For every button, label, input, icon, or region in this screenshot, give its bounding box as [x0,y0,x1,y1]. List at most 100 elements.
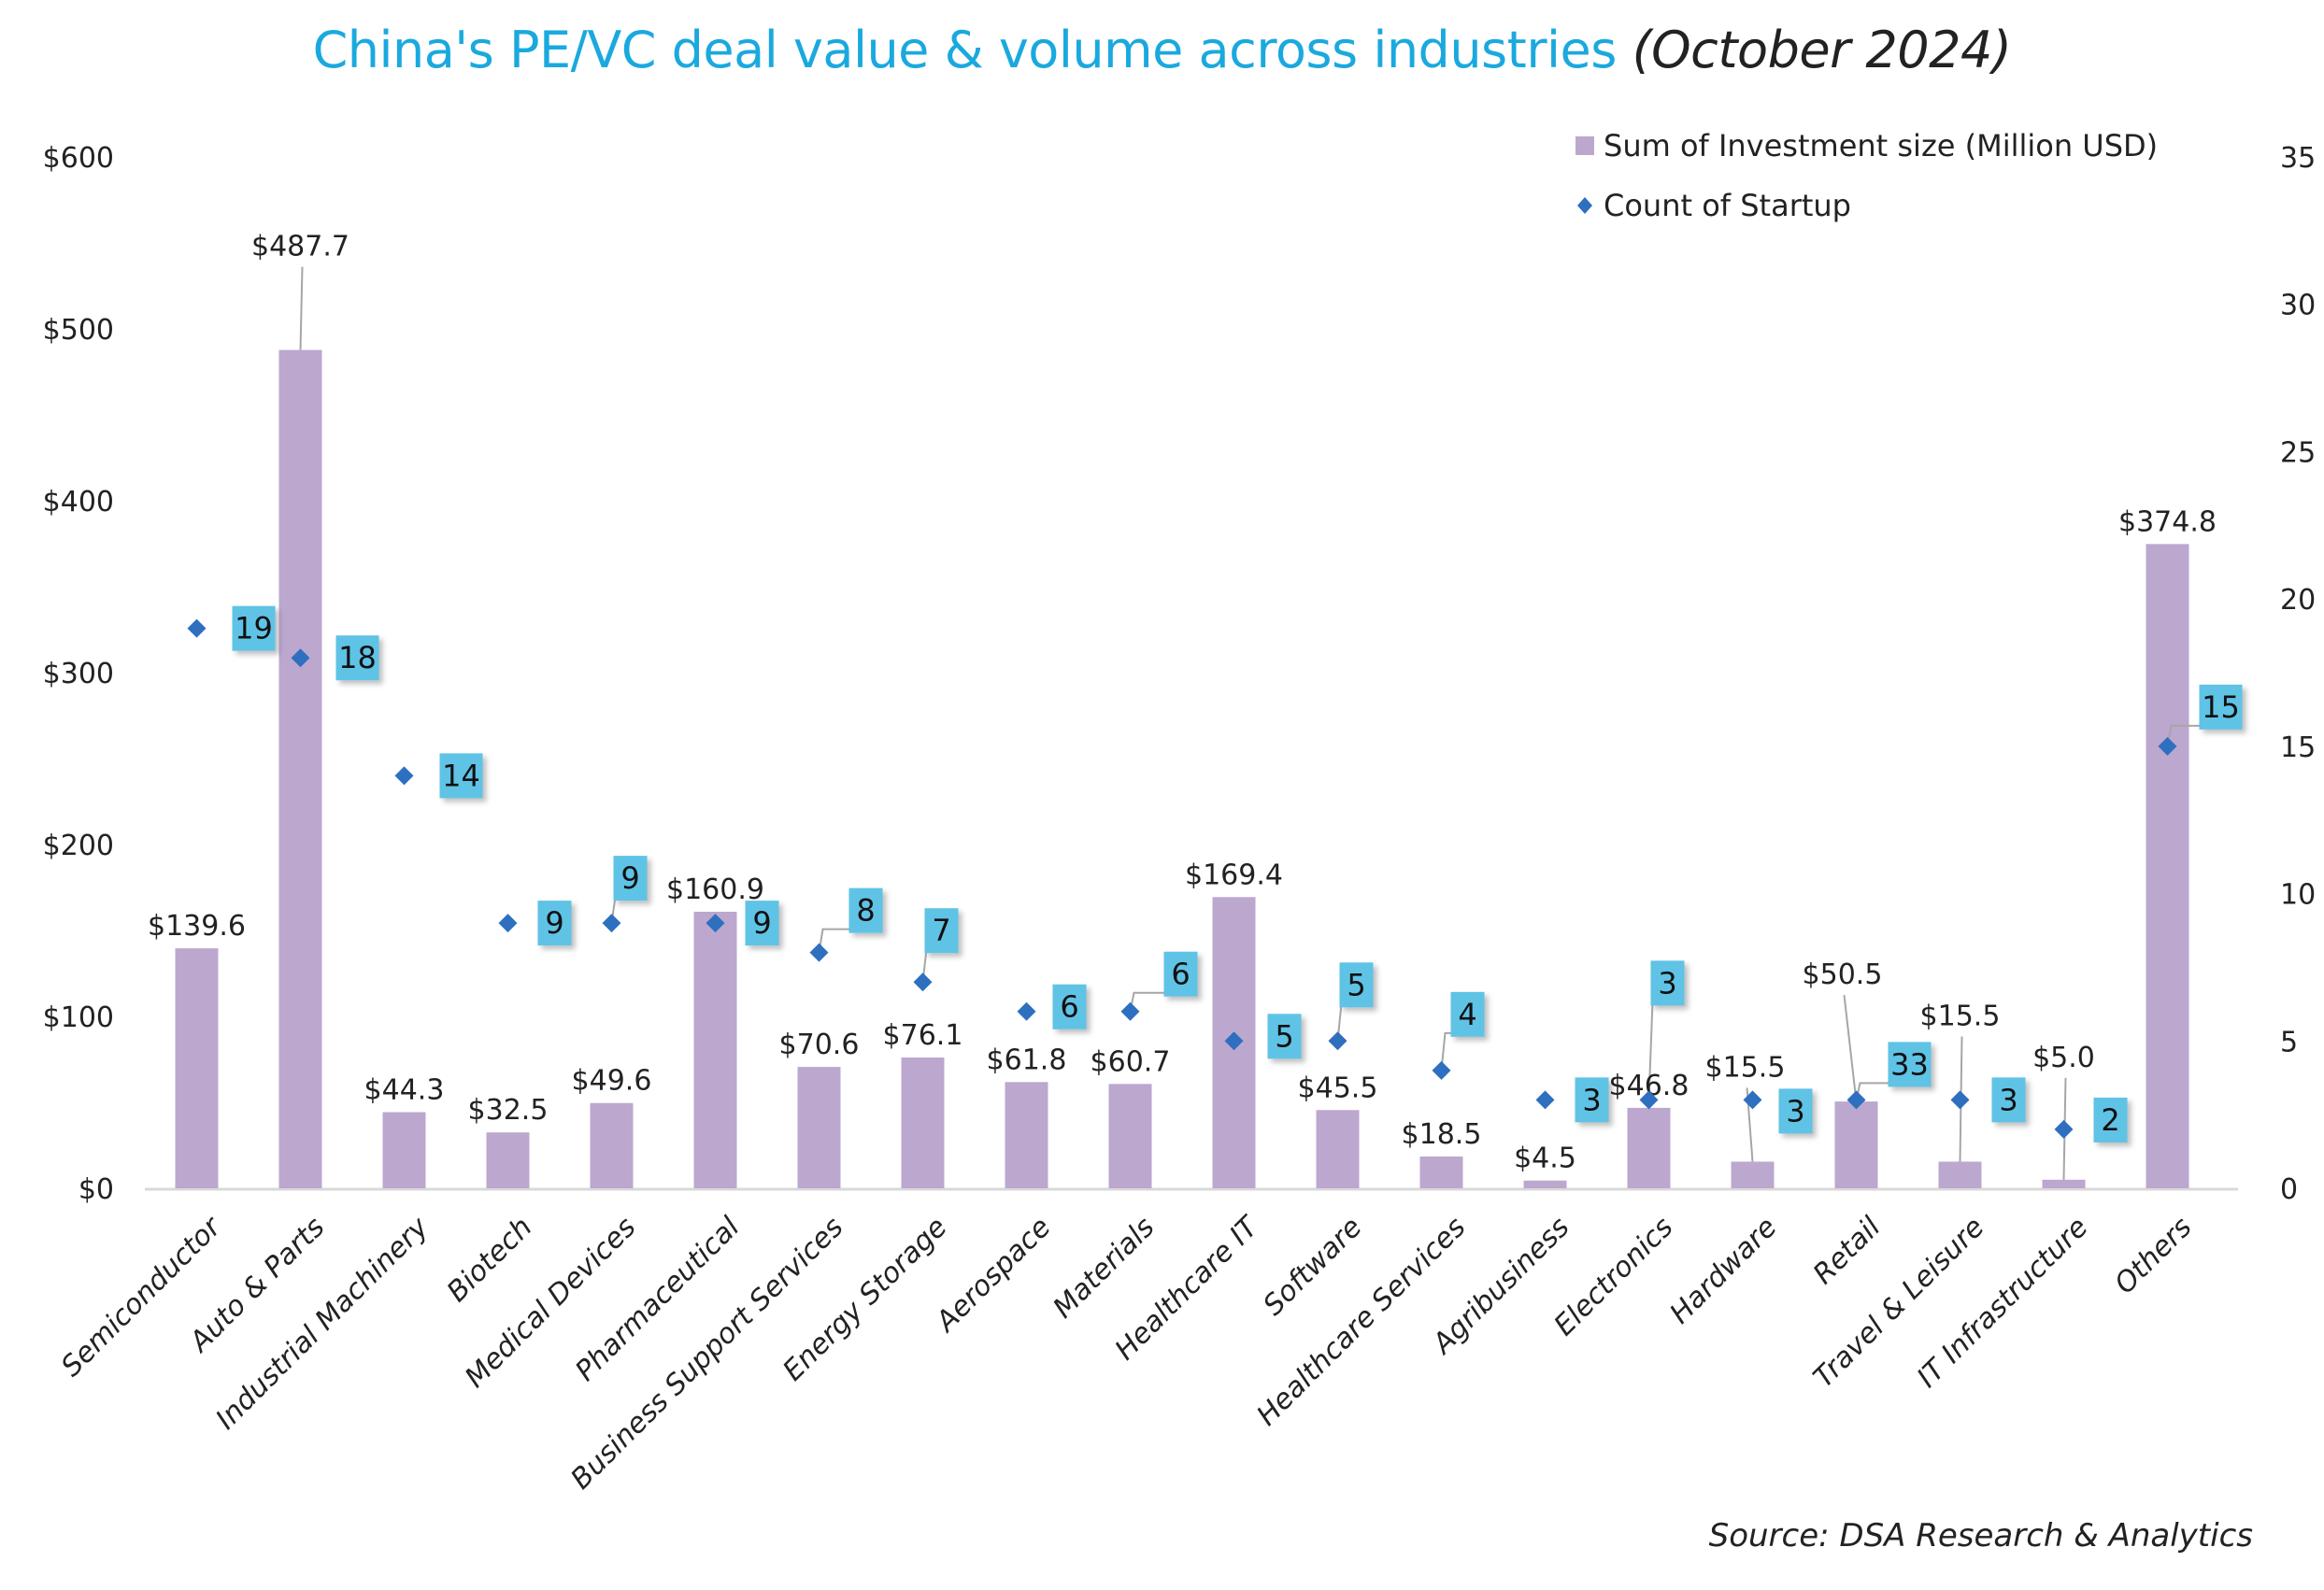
count-diamond-marker [2158,736,2177,756]
left-axis-tick: $200 [43,830,114,862]
count-data-label: 3 [1786,1093,1804,1129]
count-label-box [2199,684,2243,730]
count-label-box [1450,991,1485,1037]
left-axis-tick: $600 [43,142,114,175]
count-diamond-marker [1224,1031,1244,1051]
count-data-label: 9 [545,905,563,941]
bar [2146,544,2189,1188]
chart-title: China's PE/VC deal value & volume across… [0,21,2324,79]
chart-title-main: China's PE/VC deal value & volume across… [312,21,1618,79]
count-label-box [537,901,572,946]
x-axis-label: Others [2108,1211,2198,1300]
count-label-box [1267,1014,1302,1059]
count-diamond-marker [1743,1090,1762,1110]
legend-entry-investment: Sum of Investment size (Million USD) [1604,128,2158,163]
count-label-box [1575,1077,1609,1123]
right-axis-tick: 15 [2280,731,2316,764]
x-axis-label: Software [1257,1211,1368,1322]
bar [1108,1084,1152,1188]
right-axis-tick: 30 [2280,290,2316,322]
count-diamond-marker [706,914,725,933]
chart-title-subtitle: (October 2024) [1632,21,2012,79]
count-diamond-marker [913,972,933,992]
count-diamond-marker [1432,1060,1451,1080]
count-diamond-marker [1950,1090,1970,1110]
right-axis-tick: 35 [2280,142,2316,175]
bar [382,1112,426,1188]
bar-data-label: $374.8 [2118,505,2217,538]
bar [1627,1107,1671,1188]
right-axis-tick: 20 [2280,584,2316,617]
bar-data-label: $50.5 [1803,958,1883,991]
bar-data-label: $15.5 [1920,1000,2001,1032]
count-data-label: 4 [1458,997,1476,1032]
left-y-axis: $0 $100 $200 $300 $400 $500 $600 [43,142,114,1206]
bar [278,349,322,1189]
bar-data-label: $487.7 [251,231,349,263]
bar-data-label: $169.4 [1185,859,1283,891]
bar-series [175,349,2189,1189]
count-diamond-marker [602,914,621,933]
bar [2042,1179,2086,1188]
bar [1834,1101,1878,1188]
right-y-axis: 0 5 10 15 20 25 30 35 [2280,142,2316,1206]
bar-label-leader [299,266,304,350]
count-diamond-marker [1017,1001,1036,1021]
bar-data-label: $49.6 [572,1065,652,1098]
bar-data-label: $18.5 [1402,1118,1482,1151]
bar [901,1057,945,1188]
count-label-box [1778,1088,1813,1134]
bar-data-label: $4.5 [1514,1143,1576,1175]
source-note: Source: DSA Research & Analytics [1708,1517,2253,1555]
bar [1419,1156,1463,1188]
count-diamond-marker [1535,1090,1555,1110]
count-label-box [1052,984,1087,1029]
count-diamond-marker [2054,1119,2074,1139]
count-data-label: 2 [2101,1102,2119,1138]
count-data-label: 5 [1275,1018,1293,1054]
x-axis-label: Travel & Leisure [1807,1211,1990,1394]
count-data-label: 9 [752,905,771,941]
bar-data-label: $15.5 [1705,1051,1786,1084]
right-axis-tick: 5 [2280,1026,2298,1058]
bar-data-label: $160.9 [666,873,764,906]
left-axis-tick: $100 [43,1001,114,1034]
count-label-box [745,901,779,946]
count-diamond-marker [1120,1001,1140,1021]
count-data-label: 7 [932,913,950,948]
count-label-box [2093,1097,2128,1143]
left-axis-tick: $0 [78,1173,114,1206]
right-axis-tick: 0 [2280,1173,2298,1206]
count-data-label: 5 [1347,967,1365,1002]
x-axis-label: Retail [1807,1211,1888,1291]
bar [1523,1180,1567,1188]
bar-data-label: $5.0 [2032,1042,2095,1074]
bar-data-label: $44.3 [364,1073,445,1106]
bar-data-label: $45.5 [1298,1072,1378,1104]
count-label-box [1339,962,1374,1008]
count-data-label: 9 [620,860,639,896]
x-axis-label: Biotech [441,1211,539,1309]
bar [590,1102,634,1188]
legend-diamond-icon [1577,197,1592,214]
count-label-box [924,908,959,954]
bar-data-label: $70.6 [779,1029,860,1061]
x-axis-label: Hardware [1663,1211,1783,1330]
x-axis-label: Semiconductor [55,1210,229,1384]
count-data-label: 18 [338,640,377,675]
legend-entry-count: Count of Startup [1604,188,1851,223]
left-axis-tick: $400 [43,486,114,518]
bar [1731,1161,1775,1188]
count-series [187,618,2177,1139]
count-diamond-marker [498,914,518,933]
count-diamond-marker [1328,1031,1347,1051]
count-diamond-marker [187,618,207,638]
bar [693,911,737,1188]
bar [175,948,219,1188]
x-axis-label: IT Infrastructure [1911,1211,2094,1394]
count-data-label: 15 [2202,689,2240,725]
count-data-label: 14 [442,758,480,793]
count-label-leader [1440,1031,1451,1071]
